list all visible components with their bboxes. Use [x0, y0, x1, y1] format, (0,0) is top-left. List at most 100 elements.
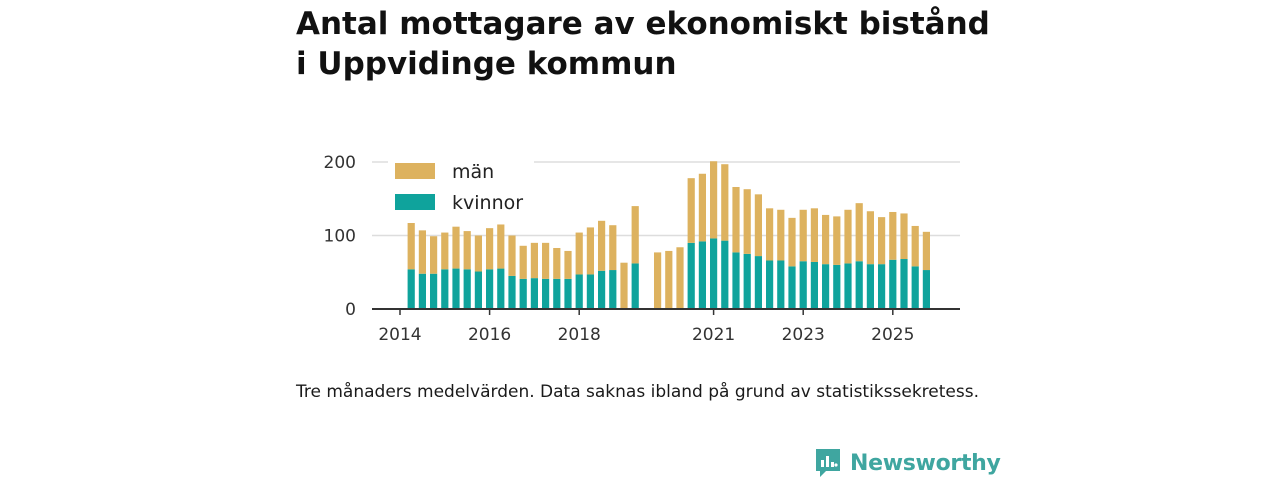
- bar-man: [754, 194, 762, 257]
- bar-man: [766, 208, 774, 261]
- legend: män kvinnor: [388, 159, 534, 216]
- x-tick-label: 2021: [692, 325, 735, 345]
- bar-man: [743, 189, 751, 254]
- bar-kvinnor: [542, 278, 550, 309]
- y-tick-label: 100: [324, 227, 356, 247]
- bar-man: [530, 242, 538, 279]
- bar-man: [676, 247, 684, 309]
- chart-caption: Tre månaders medelvärden. Data saknas ib…: [296, 382, 979, 402]
- bar-kvinnor: [754, 256, 762, 309]
- bar-kvinnor: [418, 273, 426, 309]
- bar-kvinnor: [777, 260, 785, 309]
- bar-kvinnor: [900, 259, 908, 309]
- legend-kvinnor-swatch: [395, 194, 435, 210]
- bar-kvinnor: [698, 241, 706, 309]
- bar-man: [721, 164, 729, 241]
- bar-man: [889, 211, 897, 260]
- legend-kvinnor-label: kvinnor: [452, 192, 523, 214]
- bar-man: [878, 217, 886, 265]
- bar-man: [654, 252, 662, 309]
- bar-kvinnor: [441, 269, 449, 309]
- bar-man: [631, 206, 639, 264]
- bar-man: [463, 231, 471, 270]
- bar-kvinnor: [598, 270, 606, 309]
- brand-name: Newsworthy: [850, 450, 1001, 476]
- bar-man: [441, 232, 449, 270]
- bar-man: [777, 209, 785, 261]
- bar-man: [497, 224, 505, 269]
- bar-man: [508, 235, 516, 276]
- bar-man: [855, 203, 863, 262]
- bar-kvinnor: [922, 270, 930, 309]
- bar-kvinnor: [878, 264, 886, 309]
- x-tick-label: 2023: [782, 325, 825, 345]
- bar-man: [564, 250, 572, 279]
- x-tick-label: 2016: [468, 325, 511, 345]
- bar-kvinnor: [508, 275, 516, 309]
- bar-man: [452, 226, 460, 269]
- y-tick-label: 200: [324, 153, 356, 173]
- bar-kvinnor: [486, 269, 494, 309]
- legend-man-label: män: [452, 161, 494, 183]
- bar-kvinnor: [799, 261, 807, 309]
- title-line-1: Antal mottagare av ekonomiskt bistånd: [296, 6, 990, 42]
- bar-man: [418, 230, 426, 274]
- bar-man: [710, 161, 718, 239]
- x-tick-label: 2014: [378, 325, 421, 345]
- brand-logo[interactable]: Newsworthy: [814, 446, 1001, 480]
- bar-kvinnor: [743, 253, 751, 309]
- stacked-bar-chart: 0 100 200 2014 2016 2018 2021 2023 2025 män kvinn…: [324, 153, 960, 345]
- bar-kvinnor: [844, 263, 852, 309]
- bar-kvinnor: [721, 240, 729, 309]
- chart-title: Antal mottagare av ekonomiskt bistånd i …: [296, 4, 1016, 84]
- bar-man: [665, 250, 673, 309]
- bar-kvinnor: [430, 273, 438, 309]
- bar-kvinnor: [564, 278, 572, 309]
- bar-man: [822, 214, 830, 265]
- bar-man: [609, 225, 617, 271]
- axes: 0 100 200 2014 2016 2018 2021 2023 2025: [324, 153, 960, 345]
- bar-man: [833, 216, 841, 265]
- title-line-2: i Uppvidinge kommun: [296, 46, 677, 82]
- y-tick-label: 0: [345, 300, 356, 320]
- bar-kvinnor: [822, 264, 830, 309]
- bar-kvinnor: [407, 269, 415, 309]
- bar-kvinnor: [866, 264, 874, 309]
- bar-man: [486, 228, 494, 270]
- bar-kvinnor: [710, 238, 718, 309]
- bar-kvinnor: [530, 278, 538, 309]
- legend-man-swatch: [395, 163, 435, 179]
- bar-man: [620, 262, 628, 309]
- x-tick-label: 2018: [558, 325, 601, 345]
- bar-kvinnor: [889, 259, 897, 309]
- bar-kvinnor: [497, 268, 505, 309]
- x-tick-label: 2025: [871, 325, 914, 345]
- bar-man: [575, 232, 583, 275]
- bar-kvinnor: [519, 278, 527, 309]
- bar-man: [844, 209, 852, 264]
- bar-kvinnor: [586, 274, 594, 309]
- bar-man: [922, 231, 930, 271]
- newsworthy-logo-icon: [816, 449, 840, 477]
- bar-kvinnor: [575, 274, 583, 309]
- bar-man: [698, 173, 706, 242]
- bar-kvinnor: [911, 266, 919, 309]
- bar-man: [598, 220, 606, 271]
- bar-kvinnor: [766, 260, 774, 309]
- bar-man: [542, 242, 550, 279]
- bar-kvinnor: [474, 271, 482, 309]
- bars: [407, 161, 930, 309]
- bar-kvinnor: [553, 278, 561, 309]
- bar-man: [900, 213, 908, 260]
- bar-man: [586, 227, 594, 275]
- bar-man: [553, 247, 561, 279]
- bar-kvinnor: [609, 270, 617, 309]
- bar-kvinnor: [788, 266, 796, 309]
- bar-man: [474, 235, 482, 272]
- bar-man: [866, 211, 874, 265]
- bar-kvinnor: [855, 261, 863, 309]
- bar-man: [687, 178, 695, 243]
- bar-kvinnor: [810, 261, 818, 309]
- bar-kvinnor: [833, 264, 841, 309]
- bar-kvinnor: [687, 242, 695, 309]
